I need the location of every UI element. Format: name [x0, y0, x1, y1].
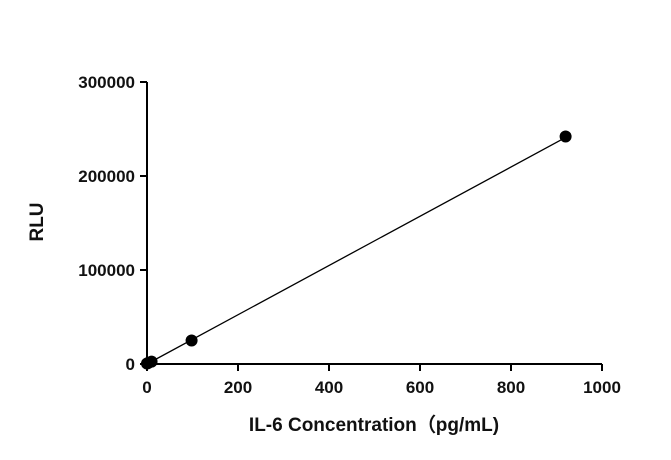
y-tick-label: 100000: [78, 261, 135, 280]
data-point: [145, 355, 158, 368]
x-tick-label: 400: [315, 378, 343, 397]
y-axis-title: RLU: [27, 202, 48, 241]
x-axis-title: IL-6 Concentration（pg/mL): [249, 413, 499, 436]
fit-line-layer: [146, 136, 566, 365]
y-ticks: 0 100000 200000 300000: [78, 73, 147, 374]
y-tick-label: 200000: [78, 167, 135, 186]
x-ticks: 0 200 400 600 800 1000: [142, 364, 621, 397]
x-tick-label: 800: [497, 378, 525, 397]
x-tick-label: 0: [142, 378, 151, 397]
data-point: [559, 130, 572, 143]
axes: [146, 82, 602, 365]
y-tick-label: 0: [126, 355, 135, 374]
y-tick-label: 300000: [78, 73, 135, 92]
x-tick-label: 1000: [583, 378, 621, 397]
x-tick-label: 600: [406, 378, 434, 397]
x-tick-label: 200: [224, 378, 252, 397]
fit-line: [146, 136, 566, 365]
data-points: [141, 130, 572, 370]
data-point: [185, 334, 198, 347]
